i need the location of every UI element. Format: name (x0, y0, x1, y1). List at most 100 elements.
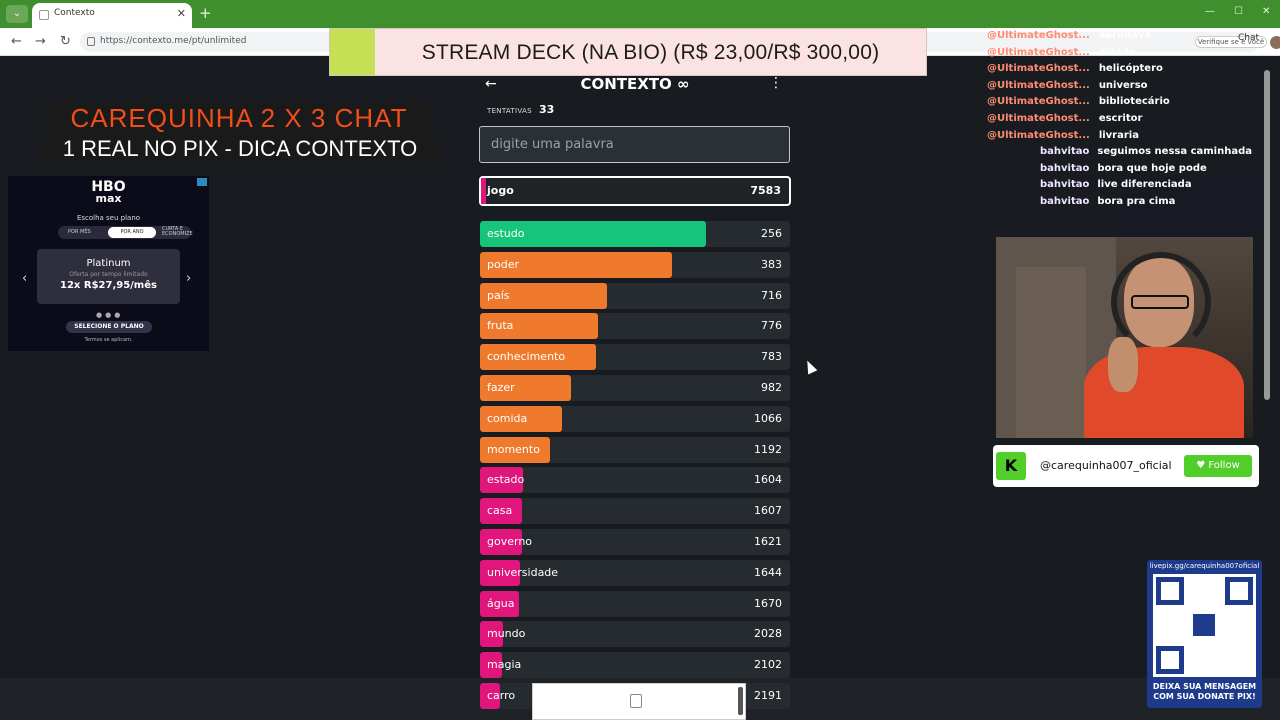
chat-message: @UltimateGhost... bibliotecário (987, 96, 1170, 107)
chat-text: helicóptero (1098, 63, 1163, 75)
pix-url: livepix.gg/carequinha007oficial (1149, 562, 1260, 570)
kick-follow-card: K @carequinha007_oficial ♥ Follow (993, 445, 1259, 487)
close-tab-icon[interactable]: ✕ (176, 7, 186, 20)
guess-proximity-bar (480, 621, 504, 648)
game-title: CONTEXTO ∞ (580, 75, 690, 93)
tries-count: 33 (539, 103, 555, 116)
banner-accent (330, 29, 375, 75)
url-text: https://contexto.me/pt/unlimited (100, 36, 247, 46)
chat-message: @UltimateGhost... cidade (987, 47, 1136, 58)
profile-avatar[interactable] (1270, 36, 1280, 49)
guess-row: magia 2102 (480, 652, 790, 679)
guess-word: governo (487, 534, 533, 548)
new-tab-icon[interactable]: + (199, 4, 212, 22)
guess-proximity-bar (480, 528, 522, 555)
ad-plan-name: Platinum (86, 258, 131, 269)
guess-rank: 383 (761, 257, 782, 271)
cam-door (1016, 267, 1086, 438)
ad-carousel-dots: ●●● (96, 311, 124, 319)
game-header: ← CONTEXTO ∞ ⋮ (479, 72, 791, 96)
guess-word: água (487, 596, 515, 610)
close-window-icon[interactable]: ✕ (1262, 6, 1271, 17)
promo-line-pix: 1 REAL NO PIX - DICA CONTEXTO (38, 134, 442, 164)
last-guess: jogo 7583 (479, 176, 791, 206)
back-icon[interactable]: ← (11, 34, 22, 49)
verify-chip[interactable]: Verifique se é você (1195, 36, 1267, 48)
browser-tab[interactable]: Contexto ✕ (32, 3, 192, 28)
pix-cta: DEIXA SUA MENSAGEM COM SUA DONATE PIX! (1152, 682, 1257, 701)
guess-rank: 1670 (754, 596, 782, 610)
back-arrow-icon[interactable]: ← (485, 76, 497, 92)
ad-prev-arrow-icon[interactable]: ‹ (22, 271, 28, 286)
chat-message: bahvitao bora que hoje pode (1040, 163, 1207, 174)
follow-button[interactable]: ♥ Follow (1184, 455, 1252, 477)
chat-username: @UltimateGhost... (987, 63, 1090, 75)
qr-code-icon (1153, 574, 1256, 677)
guess-word: universidade (487, 565, 559, 579)
guess-proximity-bar (480, 251, 673, 278)
ad-next-arrow-icon[interactable]: › (186, 271, 192, 286)
chat-button[interactable]: Chat (1238, 33, 1260, 43)
ad-toggle-yearly[interactable]: POR ANO (108, 227, 156, 238)
guess-row: estudo 256 (480, 221, 790, 247)
ad-billing-toggle[interactable]: POR MÊS POR ANO CURTA E ECONOMIZE (58, 226, 193, 239)
page-scrollbar[interactable] (1264, 70, 1270, 400)
guess-word: casa (487, 504, 513, 518)
ad-plan-card[interactable]: Platinum Oferta por tempo limitado 12x R… (37, 249, 180, 304)
guess-word: carro (487, 688, 516, 702)
ad-select-plan-button[interactable]: SELECIONE O PLANO (66, 321, 152, 333)
guess-word: estudo (487, 227, 525, 240)
document-icon (630, 694, 642, 708)
download-popup[interactable] (532, 683, 746, 720)
hbo-max-ad[interactable]: HBO max Escolha seu plano POR MÊS POR ANO… (8, 176, 209, 351)
guess-list: estudo 256 poder 383 país 716 fruta 776 conhecim… (480, 221, 790, 714)
guess-proximity-bar (480, 282, 608, 309)
chat-text: cidade (1098, 46, 1137, 58)
site-info-icon[interactable] (87, 37, 95, 46)
chat-username: @UltimateGhost... (987, 79, 1090, 91)
chat-message: @UltimateGhost... universo (987, 80, 1148, 91)
guess-proximity-bar (480, 498, 522, 525)
promo-line-score: CAREQUINHA 2 X 3 CHAT (46, 103, 432, 133)
guess-rank: 1607 (754, 504, 782, 518)
chat-message: bahvitao live diferenciada (1040, 179, 1192, 190)
maximize-icon[interactable]: ☐ (1234, 6, 1243, 17)
chat-text: bibliotecário (1098, 96, 1170, 108)
guess-rank: 716 (761, 288, 782, 302)
chat-message: @UltimateGhost... escritor (987, 113, 1142, 124)
forward-icon[interactable]: → (35, 34, 46, 49)
word-input[interactable] (479, 126, 790, 163)
guess-row: água 1670 (480, 590, 790, 617)
guess-row: comida 1066 (480, 405, 790, 432)
last-guess-rank: 7583 (750, 184, 781, 197)
chat-username: @UltimateGhost... (987, 96, 1090, 108)
chat-text: universo (1098, 79, 1148, 91)
webcam-feed (996, 237, 1253, 438)
ad-price: 12x R$27,95/mês (60, 280, 157, 291)
kick-logo-icon: K (996, 452, 1026, 480)
more-menu-icon[interactable]: ⋮ (769, 75, 783, 91)
tab-search-icon[interactable]: ⌄ (6, 5, 28, 23)
chat-message: bahvitao seguimos nessa caminhada (1040, 146, 1252, 157)
guess-proximity-bar (480, 313, 598, 340)
guess-word: fazer (487, 380, 515, 394)
chat-username: @UltimateGhost... (987, 46, 1090, 58)
stream-deck-banner: STREAM DECK (NA BIO) (R$ 23,00/R$ 300,00… (329, 28, 927, 76)
chat-message: @UltimateGhost... livraria (987, 130, 1139, 141)
minimize-icon[interactable]: — (1205, 6, 1215, 17)
guess-rank: 783 (761, 350, 782, 364)
popup-scrollbar[interactable] (738, 687, 743, 715)
chat-message: @UltimateGhost... helicóptero (987, 63, 1163, 74)
ad-toggle-monthly[interactable]: POR MÊS (68, 229, 91, 235)
guess-proximity-bar (480, 559, 521, 586)
reload-icon[interactable]: ↻ (60, 34, 71, 49)
guess-row: mundo 2028 (480, 621, 790, 648)
hbo-logo: HBO max (91, 179, 126, 205)
ad-choices-icon[interactable] (197, 178, 207, 186)
guess-proximity-bar (480, 374, 572, 401)
guess-proximity-bar (480, 221, 707, 247)
ad-toggle-economy[interactable]: CURTA E ECONOMIZE (162, 226, 193, 237)
chat-username: @UltimateGhost... (987, 113, 1090, 124)
chat-username: bahvitao (1040, 162, 1090, 174)
chat-text: bora pra cima (1097, 196, 1176, 207)
